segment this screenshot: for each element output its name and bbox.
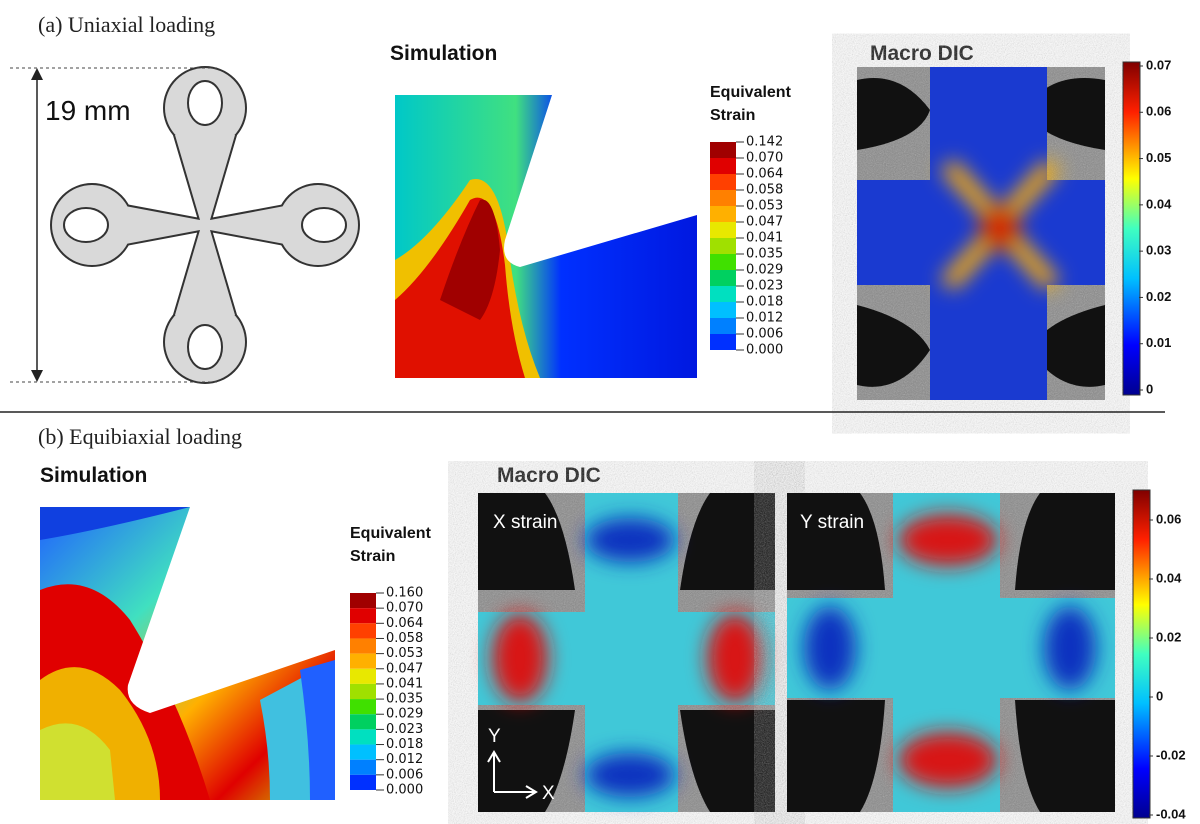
legend-label: 0.142 (746, 135, 783, 150)
legend-swatch (350, 669, 376, 684)
legend-swatch (710, 270, 736, 286)
legend-swatch (710, 254, 736, 270)
legend-swatch (350, 775, 376, 790)
dic-image (857, 67, 1105, 400)
colorbar-label: 0 (1156, 688, 1163, 703)
legend-swatch (710, 302, 736, 318)
dic-image-x (478, 493, 775, 812)
colorbar-label: 0.04 (1156, 570, 1182, 585)
legend-title: Strain (350, 548, 395, 565)
colorbar-label: 0 (1146, 381, 1153, 396)
y-strain-label: Y strain (800, 512, 864, 533)
legend-label: 0.023 (746, 279, 783, 294)
colorbar (1123, 62, 1140, 395)
legend-label: 0.053 (386, 646, 423, 661)
legend-swatch (350, 745, 376, 760)
legend-label: 0.018 (386, 737, 423, 752)
legend-label: 0.047 (386, 661, 423, 676)
legend-label: 0.006 (746, 327, 783, 342)
axis-x-label: X (542, 783, 555, 804)
dimension-label: 19 mm (45, 95, 131, 126)
legend-label: 0.070 (746, 151, 783, 166)
legend-label: 0.000 (386, 783, 423, 798)
legend-label: 0.058 (746, 183, 783, 198)
simulation-title: Simulation (390, 42, 497, 65)
colorbar-label: 0.04 (1146, 196, 1172, 211)
legend-swatch (710, 238, 736, 254)
axis-y-label: Y (488, 726, 501, 747)
legend-label: 0.041 (386, 676, 423, 691)
legend-label: 0.029 (746, 263, 783, 278)
legend-title: Equivalent (350, 525, 432, 542)
dic-title: Macro DIC (497, 464, 601, 487)
colorbar-label: 0.06 (1146, 104, 1171, 119)
legend-swatch (710, 222, 736, 238)
legend-swatch (350, 714, 376, 729)
colorbar (1133, 490, 1150, 818)
legend-label: 0.035 (386, 692, 423, 707)
legend-swatch (350, 654, 376, 669)
legend-label: 0.064 (746, 167, 783, 182)
legend-title: Strain (710, 107, 755, 124)
colorbar-label: -0.04 (1156, 806, 1186, 821)
legend-swatch (710, 206, 736, 222)
legend-swatch (710, 334, 736, 350)
colorbar-label: 0.02 (1156, 629, 1181, 644)
legend-label: 0.018 (746, 295, 783, 310)
colorbar-label: 0.02 (1146, 289, 1171, 304)
legend-swatch (350, 638, 376, 653)
legend-label: 0.029 (386, 707, 423, 722)
legend-label: 0.070 (386, 601, 423, 616)
legend-label: 0.012 (746, 311, 783, 326)
legend-swatch (710, 190, 736, 206)
legend-swatch (350, 593, 376, 608)
colorbar-label: 0.03 (1146, 243, 1171, 258)
dic-image-y (787, 493, 1115, 812)
dic-title: Macro DIC (870, 42, 974, 65)
legend-label: 0.023 (386, 722, 423, 737)
legend-swatch (350, 699, 376, 714)
colorbar-label: 0.06 (1156, 511, 1181, 526)
colorbar-label: 0.05 (1146, 150, 1171, 165)
legend-swatch (350, 623, 376, 638)
legend-label: 0.047 (746, 215, 783, 230)
figure: (a) Uniaxial loading 19 mm Simulation Ma… (0, 0, 1200, 824)
panel-label: (a) Uniaxial loading (38, 12, 215, 37)
legend-label: 0.035 (746, 247, 783, 262)
colorbar-label: 0.01 (1146, 335, 1171, 350)
legend-swatch (350, 608, 376, 623)
legend-label: 0.058 (386, 631, 423, 646)
simulation-title: Simulation (40, 464, 147, 487)
legend-label: 0.160 (386, 586, 423, 601)
legend-title: Equivalent (710, 84, 792, 101)
legend-swatch (350, 684, 376, 699)
legend-label: 0.064 (386, 616, 423, 631)
legend-label: 0.006 (386, 767, 423, 782)
x-strain-label: X strain (493, 512, 557, 533)
panel-label: (b) Equibiaxial loading (38, 424, 242, 449)
legend-swatch (710, 158, 736, 174)
legend-swatch (710, 318, 736, 334)
simulation-contour (40, 507, 335, 800)
legend-label: 0.053 (746, 199, 783, 214)
legend-label: 0.012 (386, 752, 423, 767)
colorbar-label: -0.02 (1156, 747, 1186, 762)
simulation-contour (395, 95, 697, 378)
legend-swatch (350, 760, 376, 775)
legend-swatch (710, 142, 736, 158)
legend-swatch (350, 729, 376, 744)
legend-label: 0.041 (746, 231, 783, 246)
colorbar-label: 0.07 (1146, 57, 1171, 72)
legend-swatch (710, 286, 736, 302)
legend-swatch (710, 174, 736, 190)
legend-label: 0.000 (746, 343, 783, 358)
